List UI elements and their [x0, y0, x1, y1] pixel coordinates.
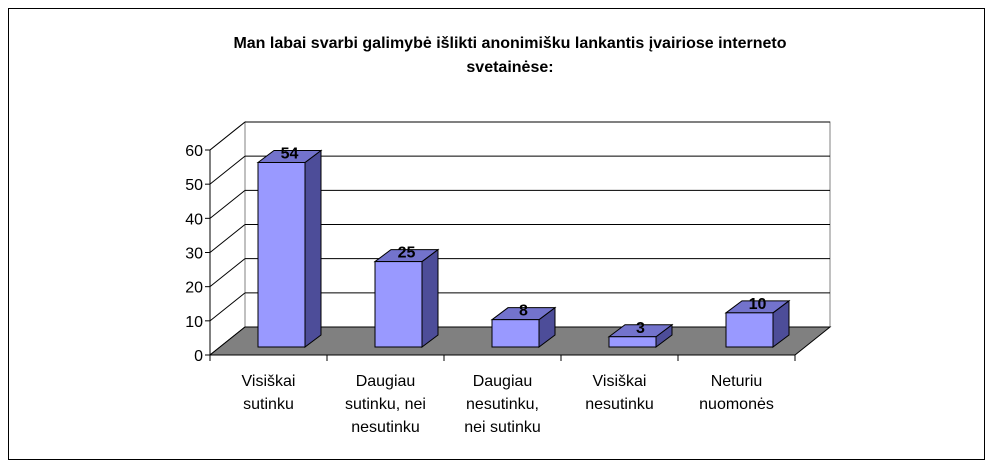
grid-line	[209, 155, 246, 185]
y-tick-label: 40	[185, 211, 203, 228]
value-label: 25	[398, 245, 416, 262]
x-tick-label: Visiškai sutinku	[242, 373, 296, 413]
bar-side	[304, 149, 322, 348]
y-tick-label: 10	[185, 314, 203, 331]
y-tick-label: 20	[185, 280, 203, 297]
y-tick-label: 30	[185, 246, 203, 263]
y-tick-label: 50	[185, 177, 203, 194]
chart-title: Man labai svarbi galimybė išlikti anonim…	[233, 35, 786, 76]
x-tick-label: Visiškai nesutinku	[585, 373, 654, 413]
bar-side	[421, 248, 439, 348]
value-label: 54	[281, 146, 299, 163]
bar	[491, 319, 540, 348]
bar	[725, 312, 774, 348]
y-tick-label: 60	[185, 143, 203, 160]
grid-line	[209, 189, 246, 219]
value-label: 8	[519, 303, 528, 320]
y-tick-label: 0	[194, 348, 203, 365]
grid-line	[209, 121, 246, 151]
bar	[608, 336, 657, 348]
value-label: 3	[636, 320, 645, 337]
bar	[374, 261, 423, 348]
grid-line	[209, 258, 246, 288]
grid-line	[209, 224, 246, 253]
value-label: 10	[749, 296, 767, 313]
x-tick-label: Daugiau sutinku, nei nesutinku	[345, 373, 426, 436]
x-tick-label: Neturiu nuomonės	[699, 373, 774, 413]
x-tick-label: Daugiau nesutinku, nei sutinku	[464, 373, 541, 436]
grid-line	[209, 292, 246, 322]
bar	[257, 162, 306, 348]
